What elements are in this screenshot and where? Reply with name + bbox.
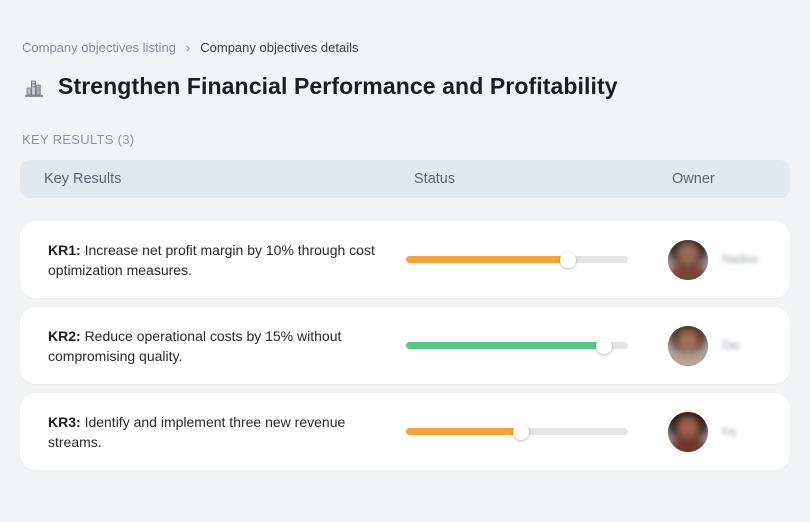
table-row-kr1[interactable]: KR1: Increase net profit margin by 10% t… [20,221,790,298]
kr1-status-cell [406,251,668,268]
key-results-list: KR1: Increase net profit margin by 10% t… [20,221,790,470]
breadcrumb-parent-link[interactable]: Company objectives listing [22,40,176,55]
table-header: Key Results Status Owner [20,160,790,198]
chevron-right-icon: › [185,40,191,55]
owner-name: Ivy [722,425,737,438]
avatar [668,411,708,452]
kr1-progress-fill [406,251,577,268]
kr1-description: KR1: Increase net profit margin by 10% t… [48,241,375,278]
kr2-progress-fill [406,337,612,354]
table-row-kr2[interactable]: KR2: Reduce operational costs by 15% wit… [20,307,790,384]
owner-name: Dai [722,339,740,352]
kr1-progress-handle[interactable] [560,251,577,268]
kr2-description: KR2: Reduce operational costs by 15% wit… [48,327,342,364]
column-header-status: Status [414,171,456,187]
kr3-status-cell [406,423,668,440]
breadcrumb: Company objectives listing › Company obj… [20,0,790,55]
breadcrumb-current: Company objectives details [200,40,359,55]
avatar [668,239,708,280]
kr3-progress-track [406,423,628,440]
kr3-progress-fill [406,423,530,440]
kr3-description: KR3: Identify and implement three new re… [48,413,346,450]
column-header-key-results: Key Results [44,171,122,187]
avatar [668,325,708,366]
objective-details-page: Company objectives listing › Company obj… [20,0,790,470]
kr1-label: KR1: [48,241,85,258]
column-header-owner: Owner [672,171,715,187]
kr3-owner-cell: Ivy [668,411,790,452]
page-title: Strengthen Financial Performance and Pro… [58,73,618,99]
kr2-progress-handle[interactable] [595,337,612,354]
owner-name: Nadine [722,253,759,266]
kr2-owner-cell: Dai [668,325,790,366]
kr1-owner-cell: Nadine [668,239,790,280]
kr2-status-cell [406,337,668,354]
table-row-kr3[interactable]: KR3: Identify and implement three new re… [20,393,790,470]
kr2-label: KR2: [48,327,85,344]
key-results-count-label: KEY RESULTS (3) [22,132,135,147]
kr3-label: KR3: [48,413,85,430]
title-row: Strengthen Financial Performance and Pro… [20,55,790,100]
kr3-progress-handle[interactable] [513,423,530,440]
city-buildings-icon [22,75,46,99]
kr2-progress-track [406,337,628,354]
kr1-progress-track [406,251,628,268]
